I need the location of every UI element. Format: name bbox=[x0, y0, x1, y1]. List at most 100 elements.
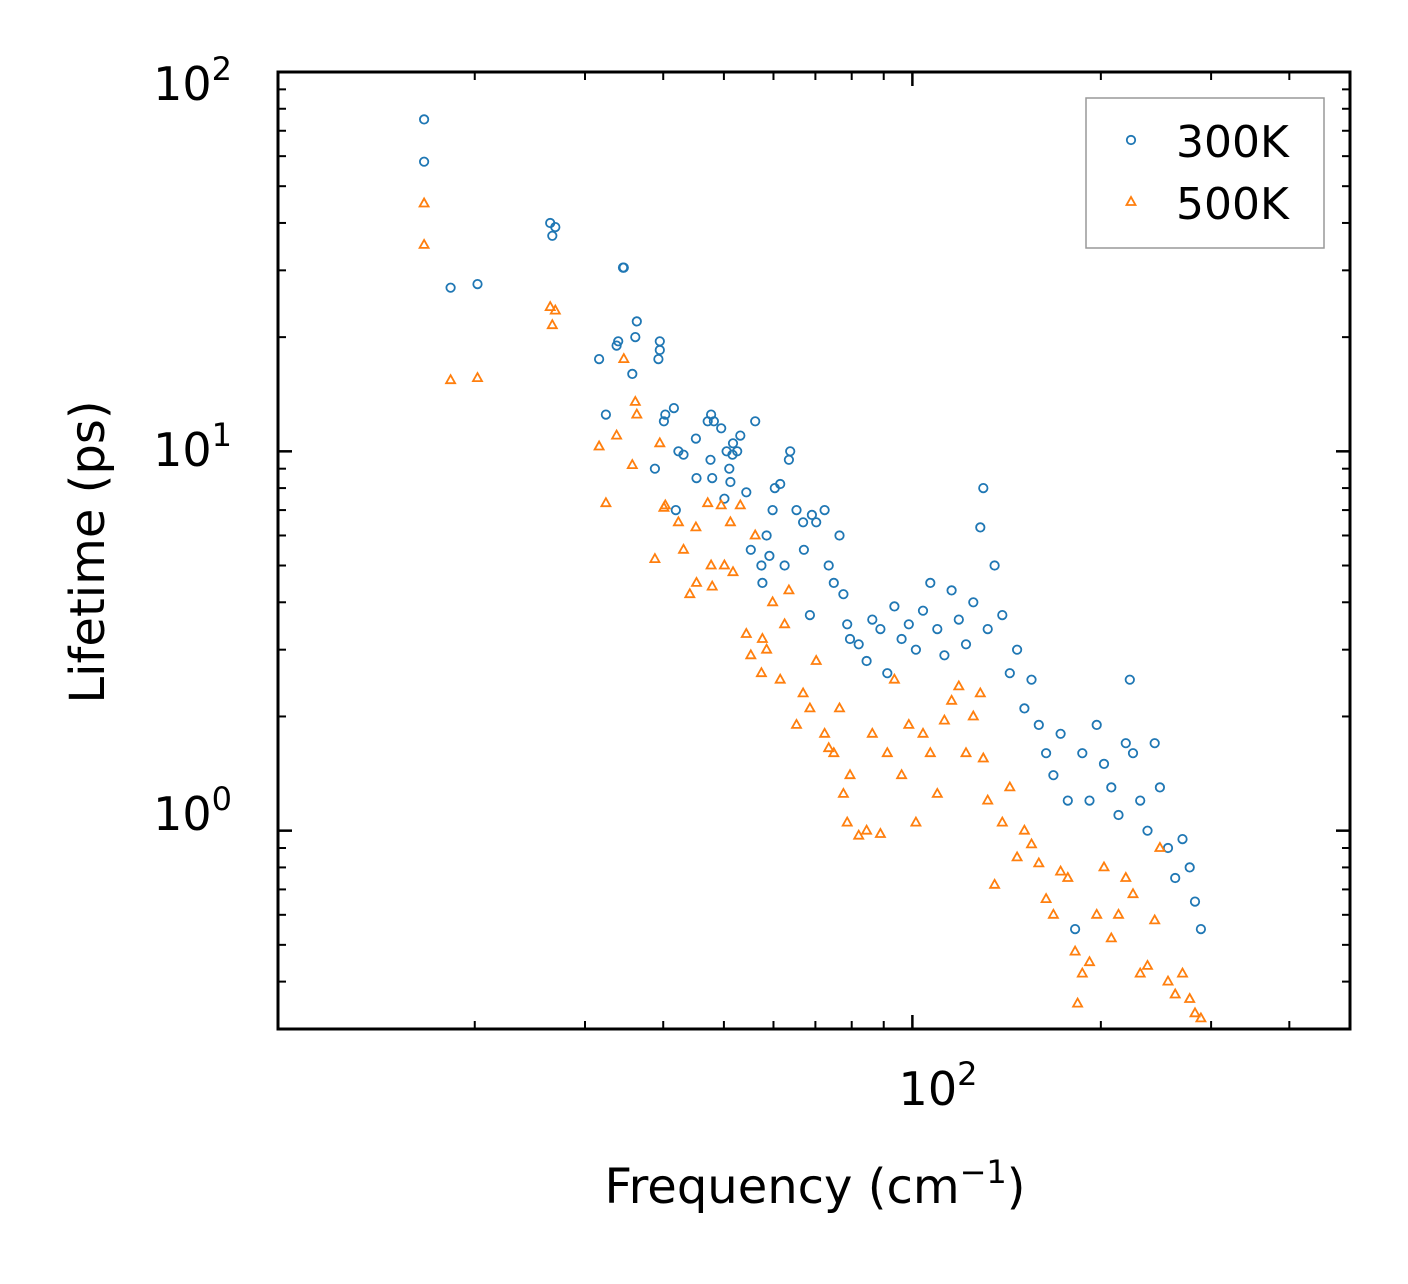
point-500K bbox=[852, 828, 865, 840]
y-tick-label-10: 101 bbox=[153, 416, 232, 477]
point-300K bbox=[1170, 872, 1181, 884]
point-500K bbox=[833, 701, 846, 713]
point-300K bbox=[1041, 748, 1052, 759]
point-300K bbox=[668, 402, 680, 414]
point-500K bbox=[1119, 871, 1132, 882]
point-500K bbox=[549, 303, 562, 315]
point-500K bbox=[1090, 907, 1103, 919]
point-300K bbox=[844, 633, 856, 645]
point-300K bbox=[764, 550, 775, 562]
point-300K bbox=[834, 530, 845, 541]
y-tick-label-1: 100 bbox=[153, 780, 232, 841]
point-300K bbox=[1124, 674, 1135, 685]
point-300K bbox=[724, 463, 735, 474]
point-500K bbox=[822, 741, 835, 753]
point-300K bbox=[853, 639, 864, 650]
legend-label-500K: 500K bbox=[1176, 179, 1290, 230]
point-500K bbox=[653, 436, 666, 448]
point-500K bbox=[818, 726, 831, 738]
point-300K bbox=[806, 509, 818, 521]
point-500K bbox=[1054, 864, 1067, 876]
point-500K bbox=[418, 196, 431, 208]
point-500K bbox=[1126, 887, 1140, 899]
point-300K bbox=[982, 623, 993, 635]
point-500K bbox=[444, 373, 457, 385]
point-300K bbox=[1127, 748, 1139, 759]
point-300K bbox=[627, 368, 638, 379]
point-500K bbox=[629, 395, 642, 406]
point-300K bbox=[618, 262, 629, 273]
point-300K bbox=[1019, 703, 1030, 714]
point-500K bbox=[803, 701, 816, 713]
point-300K bbox=[1113, 809, 1124, 821]
point-500K bbox=[740, 627, 753, 638]
point-500K bbox=[718, 558, 731, 570]
point-500K bbox=[744, 648, 757, 660]
point-500K bbox=[648, 552, 661, 563]
point-500K bbox=[945, 693, 958, 705]
point-500K bbox=[724, 515, 737, 527]
x-axis-label: Frequency (cm−1) bbox=[604, 1153, 1025, 1215]
point-300K bbox=[968, 597, 979, 608]
point-300K bbox=[1033, 719, 1044, 731]
point-300K bbox=[472, 278, 483, 290]
point-500K bbox=[866, 726, 879, 738]
point-500K bbox=[1076, 966, 1089, 978]
point-300K bbox=[1077, 748, 1088, 759]
point-500K bbox=[841, 815, 854, 827]
point-500K bbox=[726, 565, 740, 577]
point-300K bbox=[946, 585, 957, 596]
point-300K bbox=[1011, 644, 1023, 655]
point-300K bbox=[732, 446, 743, 457]
point-300K bbox=[719, 493, 730, 504]
point-300K bbox=[767, 504, 778, 516]
point-500K bbox=[1169, 987, 1182, 999]
point-300K bbox=[418, 156, 430, 167]
point-500K bbox=[705, 558, 718, 570]
point-500K bbox=[1032, 856, 1045, 868]
point-300K bbox=[735, 430, 746, 441]
point-500K bbox=[1018, 823, 1031, 835]
point-500K bbox=[827, 746, 840, 758]
point-500K bbox=[626, 458, 639, 470]
data-points-layer bbox=[418, 114, 1207, 1023]
point-500K bbox=[715, 498, 728, 510]
point-500K bbox=[471, 371, 484, 383]
point-300K bbox=[691, 472, 702, 484]
point-300K bbox=[978, 482, 989, 494]
point-500K bbox=[1153, 841, 1166, 852]
point-300K bbox=[917, 605, 929, 616]
point-300K bbox=[547, 230, 558, 241]
point-300K bbox=[613, 336, 624, 347]
point-300K bbox=[861, 655, 872, 667]
point-500K bbox=[967, 709, 980, 721]
legend-label-300K: 300K bbox=[1176, 117, 1290, 168]
point-500K bbox=[888, 672, 901, 684]
point-300K bbox=[889, 601, 900, 612]
point-300K bbox=[745, 544, 756, 555]
point-300K bbox=[1070, 923, 1081, 935]
point-500K bbox=[1071, 996, 1084, 1008]
point-500K bbox=[860, 823, 873, 835]
point-300K bbox=[797, 517, 809, 528]
point-300K bbox=[798, 544, 810, 555]
point-500K bbox=[630, 407, 643, 419]
point-500K bbox=[959, 746, 973, 758]
point-500K bbox=[1003, 780, 1016, 792]
point-500K bbox=[659, 498, 672, 510]
point-300K bbox=[1062, 795, 1073, 806]
point-500K bbox=[1047, 907, 1060, 919]
point-500K bbox=[977, 751, 990, 763]
point-500K bbox=[756, 632, 769, 643]
point-500K bbox=[701, 496, 714, 508]
point-300K bbox=[828, 577, 839, 589]
point-300K bbox=[1106, 782, 1117, 793]
point-500K bbox=[988, 877, 1001, 889]
point-300K bbox=[631, 316, 642, 327]
point-500K bbox=[1061, 871, 1074, 882]
point-300K bbox=[819, 504, 830, 516]
point-300K bbox=[838, 589, 849, 600]
point-300K bbox=[705, 454, 716, 465]
point-500K bbox=[938, 713, 951, 725]
point-300K bbox=[811, 517, 822, 528]
